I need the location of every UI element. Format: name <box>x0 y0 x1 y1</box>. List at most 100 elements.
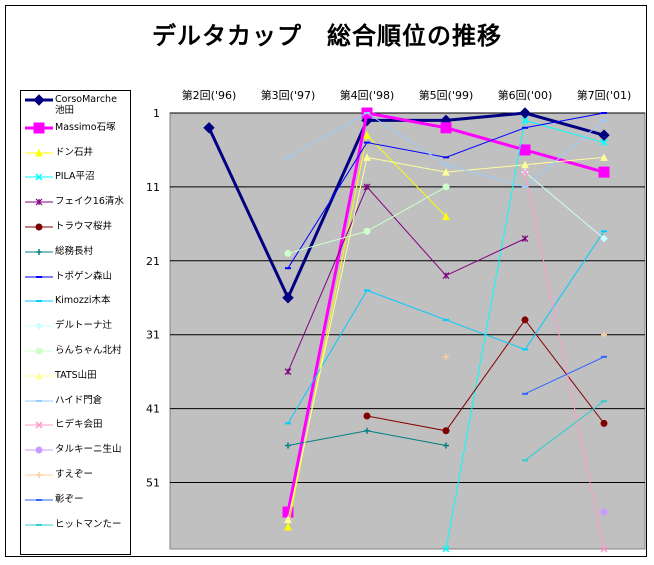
legend-swatch <box>25 446 53 454</box>
legend-swatch <box>25 223 53 231</box>
data-point <box>35 371 43 380</box>
data-point <box>600 139 608 147</box>
data-point <box>33 94 45 106</box>
legend-item: トポゲン森山 <box>21 271 132 293</box>
data-point <box>600 508 608 516</box>
data-point <box>284 368 292 376</box>
data-point <box>443 353 449 360</box>
legend-label: Massimo石塚 <box>55 121 116 133</box>
series-line <box>285 427 449 449</box>
data-point <box>33 122 45 134</box>
series-line <box>284 131 450 531</box>
data-point <box>600 234 608 243</box>
data-point <box>35 198 43 206</box>
legend-label: 総務長村 <box>55 245 94 257</box>
chart-title: デルタカップ 総合順位の推移 <box>152 22 502 50</box>
legend-label: TATS山田 <box>55 369 97 381</box>
data-point <box>519 107 531 119</box>
data-point <box>284 522 292 531</box>
legend-label: トラウマ桜井 <box>55 221 113 232</box>
legend-label: 彰ぞー <box>55 493 84 505</box>
data-point <box>440 122 452 134</box>
legend-item: ヒットマンたー <box>21 519 132 541</box>
legend-item: Kimozzi木本 <box>21 295 132 317</box>
legend-label: ヒットマンたー <box>55 518 122 530</box>
legend-label: ドン石井 <box>55 146 94 158</box>
data-point <box>36 472 42 478</box>
data-point <box>363 227 371 235</box>
series-line <box>285 112 607 188</box>
legend-swatch <box>25 347 53 355</box>
legend-item: 総務長村 <box>21 246 132 268</box>
legend-swatch <box>25 173 53 181</box>
data-point <box>36 248 42 255</box>
data-point <box>285 442 291 449</box>
data-point <box>521 168 529 176</box>
legend-swatch <box>25 94 53 106</box>
data-point <box>284 515 292 523</box>
legend-swatch <box>25 523 53 526</box>
legend-item: Massimo石塚 <box>21 122 132 144</box>
series-line <box>363 316 608 435</box>
ytick-label: 41 <box>146 403 160 416</box>
series-path <box>524 356 605 395</box>
legend-item: PILA平沼 <box>21 171 132 193</box>
series-path <box>524 400 605 461</box>
series-path <box>366 319 605 432</box>
data-point <box>442 427 450 435</box>
data-point <box>35 173 43 181</box>
data-point <box>35 322 43 330</box>
legend-swatch <box>25 275 53 278</box>
ytick-label: 31 <box>146 329 160 342</box>
data-point <box>284 249 292 257</box>
legend-label: ヒデキ会田 <box>55 419 103 431</box>
ytick-label: 1 <box>153 107 160 120</box>
data-point <box>519 144 531 156</box>
legend-item: TATS山田 <box>21 370 132 392</box>
legend-label: CorsoMarche 池田 <box>55 94 117 116</box>
plot-background <box>169 112 646 550</box>
legend-item: 彰ぞー <box>21 494 132 516</box>
ytick-label: 21 <box>146 255 160 268</box>
legend-item: ヒデキ会田 <box>21 419 132 441</box>
legend-label: ハイド門倉 <box>55 394 103 406</box>
series-line <box>522 355 607 395</box>
data-point <box>521 316 529 324</box>
legend-swatch <box>25 371 53 380</box>
data-point <box>521 116 529 124</box>
series-path <box>524 172 605 550</box>
series-line <box>442 116 608 553</box>
data-point <box>282 292 294 304</box>
legend-swatch <box>25 421 53 429</box>
data-point <box>35 223 43 231</box>
data-point <box>363 153 371 161</box>
data-point <box>521 160 529 169</box>
data-point <box>203 122 215 134</box>
data-point <box>600 419 608 427</box>
xtick-label: 第2回('96) <box>182 88 237 102</box>
data-point <box>35 148 43 157</box>
legend-swatch <box>25 198 53 206</box>
data-point <box>598 129 610 141</box>
legend-item: フェイク16清水 <box>21 196 132 218</box>
legend-swatch <box>25 300 53 303</box>
legend-label: フェイク16清水 <box>55 196 124 208</box>
ytick-label: 51 <box>146 476 160 489</box>
legend-swatch <box>25 248 53 255</box>
legend-item: らんちゃん北村 <box>21 345 132 367</box>
xtick-label: 第7回('01) <box>577 88 632 102</box>
data-point <box>600 545 608 553</box>
data-point <box>363 412 371 420</box>
legend-item: ドン石井 <box>21 147 132 169</box>
legend-label: らんちゃん北村 <box>55 345 122 356</box>
data-point <box>442 272 450 280</box>
data-point <box>598 166 610 178</box>
legend-label: すえぞー <box>55 469 94 480</box>
data-point <box>35 347 43 355</box>
data-point <box>521 235 529 243</box>
data-point <box>35 446 43 454</box>
xtick-label: 第6回('00) <box>498 88 553 102</box>
series-line <box>284 183 450 257</box>
data-point <box>442 168 450 176</box>
